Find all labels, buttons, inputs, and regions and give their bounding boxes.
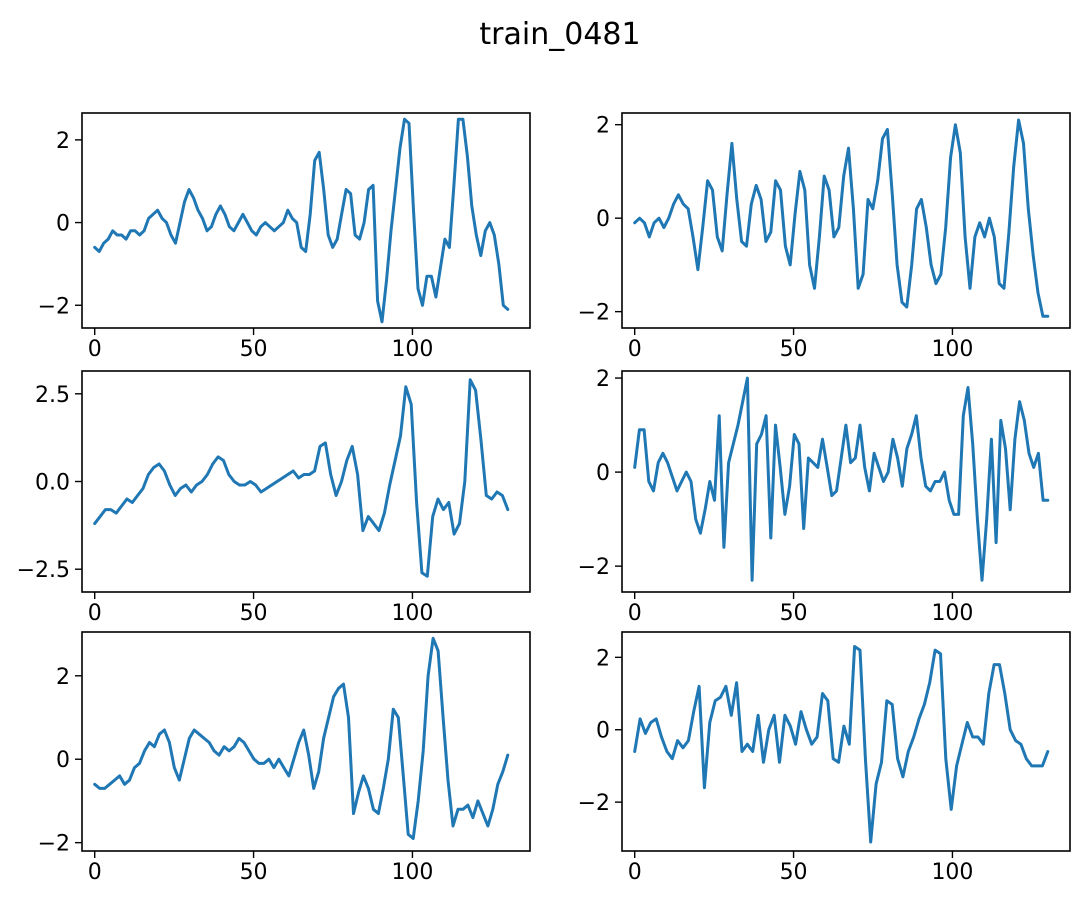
x-tick-label: 50 [780, 601, 808, 626]
axes-frame [621, 112, 1071, 329]
y-tick-label: 2 [56, 129, 70, 154]
series-line-1 [633, 118, 1050, 318]
y-tick-label: −2 [38, 832, 70, 857]
subplot-5: 0 50 100 −2 0 2 [38, 631, 531, 885]
x-tick-label: 0 [628, 601, 642, 626]
x-tick-label: 100 [931, 337, 973, 362]
axes-frame [81, 370, 531, 593]
axes-frame [621, 370, 1071, 593]
x-tick-label: 100 [391, 860, 433, 885]
y-tick-label: −2 [578, 301, 610, 326]
x-tick-label: 50 [240, 860, 268, 885]
x-tick-label: 50 [240, 601, 268, 626]
y-tick-label: −2 [578, 791, 610, 816]
y-tick-label: 0 [596, 207, 610, 232]
axes-frame [81, 631, 531, 852]
y-tick-label: 2 [596, 367, 610, 392]
x-tick-label: 0 [628, 337, 642, 362]
y-tick-label: −2.5 [17, 558, 70, 583]
x-tick-label: 0 [628, 860, 642, 885]
x-tick-label: 100 [931, 860, 973, 885]
x-tick-label: 100 [391, 337, 433, 362]
y-tick-label: 0.0 [35, 471, 70, 496]
y-tick-label: −2 [38, 294, 70, 319]
subplot-3: 0 50 100 −2.5 0.0 2.5 [17, 370, 531, 626]
series-line-1 [633, 645, 1050, 844]
x-tick-label: 100 [391, 601, 433, 626]
subplot-4: 0 50 100 −2 0 2 [578, 367, 1071, 626]
subplot-6: 0 50 100 −2 0 2 [578, 631, 1071, 885]
y-tick-label: 0 [56, 212, 70, 237]
axes-frame [621, 631, 1071, 852]
subplot-1: 0 50 100 −2 0 2 [38, 112, 531, 362]
figure-title: train_0481 [479, 17, 640, 52]
y-tick-label: 2 [56, 665, 70, 690]
y-tick-label: 0 [596, 719, 610, 744]
y-tick-label: 2.5 [35, 383, 70, 408]
subplot-2: 0 50 100 −2 0 2 [578, 112, 1071, 362]
x-tick-label: 0 [88, 601, 102, 626]
series-line-1 [93, 636, 510, 840]
y-tick-label: 0 [596, 461, 610, 486]
x-tick-label: 50 [780, 337, 808, 362]
series-line-1 [93, 378, 510, 578]
x-tick-label: 50 [240, 337, 268, 362]
x-tick-label: 50 [780, 860, 808, 885]
series-line-1 [93, 117, 510, 324]
y-tick-label: 0 [56, 748, 70, 773]
series-line-1 [633, 376, 1050, 582]
y-tick-label: −2 [578, 555, 610, 580]
y-tick-label: 2 [596, 114, 610, 139]
x-tick-label: 0 [88, 337, 102, 362]
x-tick-label: 100 [931, 601, 973, 626]
x-tick-label: 0 [88, 860, 102, 885]
axes-frame [81, 112, 531, 329]
y-tick-label: 2 [596, 646, 610, 671]
